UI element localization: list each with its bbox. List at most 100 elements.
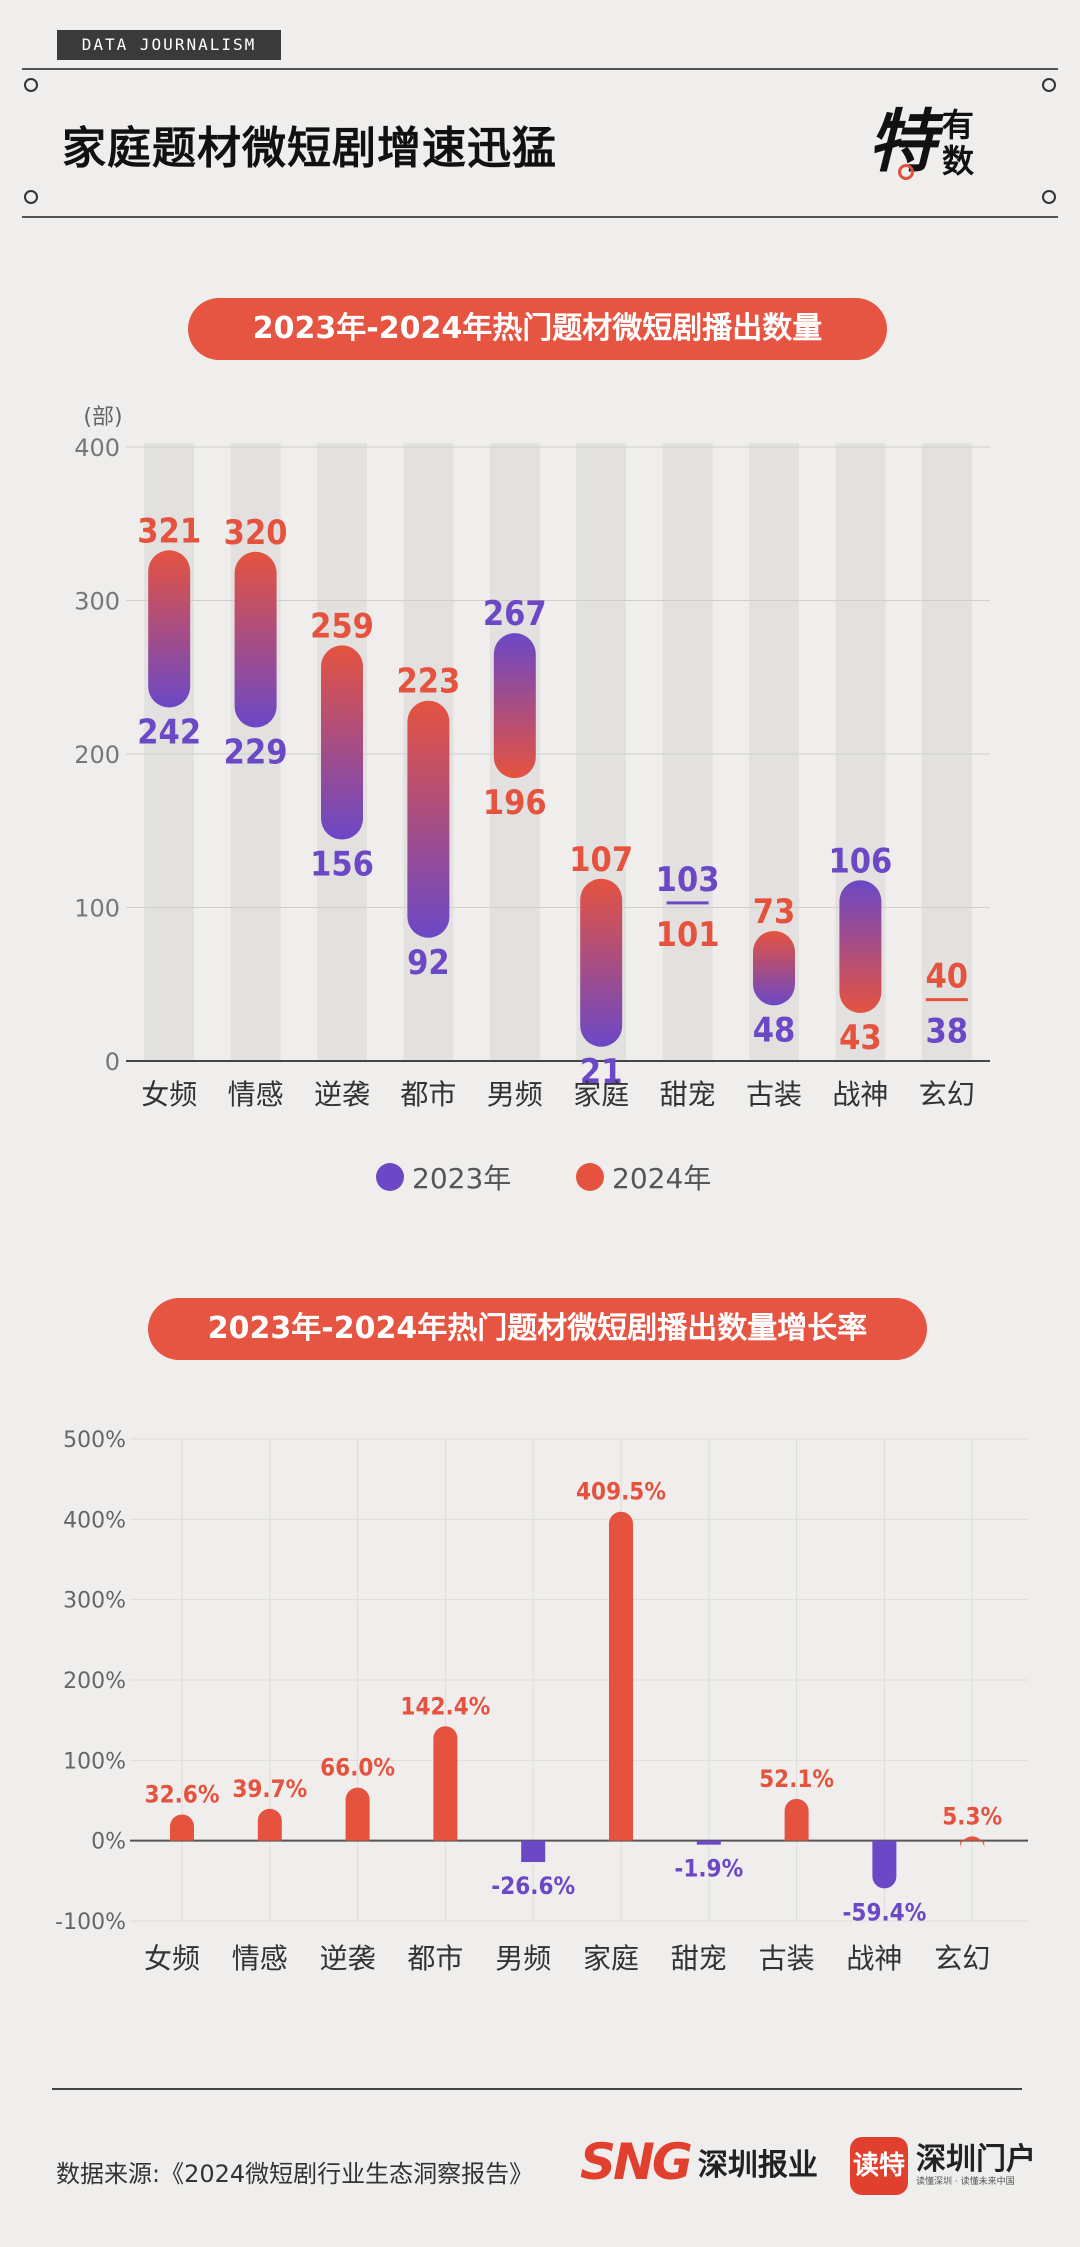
- dute-logo-slogan: 读懂深圳 · 读懂未来中国: [916, 2177, 1015, 2187]
- value-label: -59.4%: [842, 1898, 926, 1926]
- x-tick-label: 玄幻: [919, 1078, 975, 1111]
- value-label: 48: [753, 1010, 796, 1050]
- range-bar: [666, 901, 709, 905]
- category-track: [230, 443, 281, 1061]
- x-tick-label: 古装: [759, 1942, 815, 1975]
- value-label: 101: [656, 915, 720, 955]
- y-tick-label: 100%: [63, 1749, 126, 1774]
- growth-bar: [170, 1814, 194, 1841]
- corner-dot: [1042, 78, 1056, 92]
- x-tick-label: 都市: [400, 1078, 456, 1111]
- value-label: 103: [656, 860, 720, 900]
- x-tick-label: 战神: [832, 1078, 888, 1111]
- value-label: 32.6%: [145, 1780, 220, 1808]
- x-tick-label: 战神: [846, 1942, 902, 1975]
- y-tick-label: 100: [74, 895, 120, 923]
- value-label: 321: [137, 511, 201, 551]
- y-tick-label: 300%: [63, 1589, 126, 1614]
- top-rule: [22, 68, 1058, 70]
- x-tick-label: 情感: [232, 1942, 288, 1975]
- value-label: 267: [483, 594, 547, 634]
- range-bar: [839, 880, 882, 1013]
- value-label: 107: [569, 840, 633, 880]
- value-label: 66.0%: [320, 1754, 395, 1782]
- x-tick-label: 女频: [144, 1942, 200, 1975]
- page-title: 家庭题材微短剧增速迅猛: [62, 123, 557, 174]
- x-tick-label: 逆袭: [320, 1942, 376, 1975]
- range-bar: [753, 930, 795, 1006]
- x-tick-label: 逆袭: [314, 1078, 370, 1111]
- y-tick-label: 500%: [63, 1428, 126, 1453]
- value-label: 39.7%: [232, 1775, 307, 1803]
- value-label: -1.9%: [674, 1855, 743, 1883]
- range-bar: [148, 550, 191, 708]
- dute-logo-name: 深圳门户: [916, 2142, 1036, 2177]
- value-label: 40: [926, 957, 969, 997]
- y-tick-label: 300: [74, 588, 120, 616]
- corner-dot: [1042, 190, 1056, 204]
- range-bar: [580, 878, 623, 1047]
- range-bar: [493, 633, 536, 779]
- sng-logo-name: 深圳报业: [697, 2148, 818, 2183]
- value-label: 223: [396, 662, 460, 702]
- value-label: 21: [580, 1052, 623, 1092]
- range-bar: [321, 645, 363, 840]
- y-tick-label: 0%: [91, 1830, 126, 1855]
- value-label: 92: [407, 943, 450, 983]
- growth-bar: [433, 1726, 458, 1841]
- category-track: [144, 443, 195, 1061]
- value-label: 5.3%: [942, 1802, 1002, 1830]
- brand-logo-sub: 数: [942, 142, 975, 180]
- x-tick-label: 甜宠: [660, 1078, 716, 1111]
- y-tick-label: 0: [105, 1048, 120, 1076]
- brand-logo: 特 有 数: [868, 100, 988, 190]
- x-tick-label: 女频: [141, 1078, 197, 1111]
- value-label: 320: [224, 513, 288, 553]
- corner-dot: [24, 78, 38, 92]
- value-label: 38: [926, 1012, 969, 1052]
- legend-label: 2024年: [612, 1162, 712, 1195]
- x-tick-label: 家庭: [573, 1078, 629, 1111]
- y-axis-unit: (部): [83, 405, 122, 430]
- value-label: -26.6%: [491, 1872, 575, 1900]
- value-label: 259: [310, 606, 374, 646]
- y-tick-label: 400%: [63, 1508, 126, 1533]
- x-tick-label: 男频: [487, 1078, 543, 1111]
- growth-bar: [521, 1840, 546, 1863]
- y-tick-label: 400: [74, 434, 120, 462]
- chart2-title: 2023年-2024年热门题材微短剧播出数量增长率: [148, 1298, 927, 1360]
- growth-bar-chart: -100% 0% 100% 200% 300% 400% 500% 32.6% 女频 39.7% 情…: [55, 1428, 1028, 1975]
- growth-bar: [696, 1840, 721, 1845]
- legend-swatch-2023: [376, 1163, 404, 1191]
- value-label: 142.4%: [400, 1692, 490, 1720]
- legend-item-2024: 2024年: [576, 1157, 711, 1197]
- x-tick-label: 情感: [228, 1078, 284, 1111]
- x-tick-label: 都市: [407, 1942, 463, 1975]
- growth-bar: [257, 1808, 282, 1841]
- range-bar: [925, 998, 968, 1002]
- sng-logo: SNG 深圳报业: [580, 2132, 818, 2192]
- x-tick-label: 玄幻: [934, 1942, 990, 1975]
- y-tick-label: 200: [74, 741, 120, 769]
- corner-dot: [24, 190, 38, 204]
- value-label: 43: [839, 1018, 882, 1058]
- x-tick-label: 甜宠: [671, 1942, 727, 1975]
- dute-logo-mark: 读特: [850, 2137, 908, 2195]
- growth-bar: [609, 1511, 633, 1841]
- legend-swatch-2024: [576, 1163, 604, 1191]
- magnifier-icon: [898, 164, 914, 180]
- brand-logo-sub: 有: [942, 106, 975, 144]
- value-label: 196: [483, 783, 547, 823]
- footer-rule: [52, 2088, 1022, 2090]
- legend-label: 2023年: [412, 1162, 512, 1195]
- growth-bar: [872, 1840, 897, 1889]
- growth-bar: [784, 1798, 809, 1841]
- data-source: 数据来源:《2024微短剧行业生态洞察报告》: [56, 2160, 534, 2188]
- chart1-title: 2023年-2024年热门题材微短剧播出数量: [188, 298, 887, 360]
- section-tag: DATA JOURNALISM: [57, 30, 281, 60]
- range-bar: [234, 551, 277, 728]
- growth-bar: [345, 1787, 370, 1841]
- value-label: 242: [137, 713, 201, 753]
- header-bottom-rule: [22, 216, 1058, 218]
- x-tick-label: 古装: [746, 1078, 802, 1111]
